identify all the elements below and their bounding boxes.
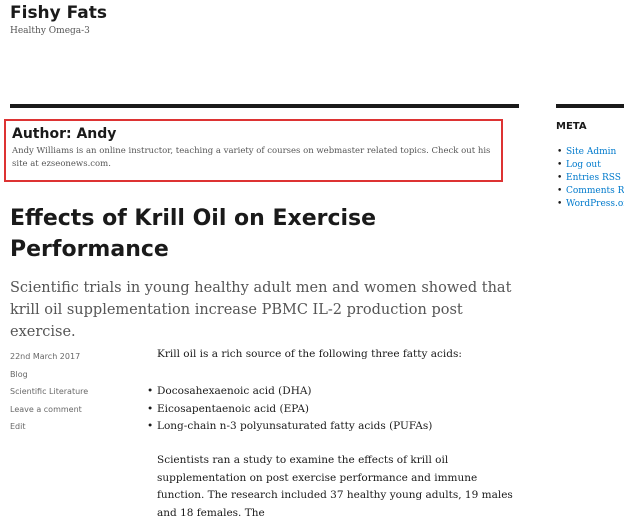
post-intro: Krill oil is a rich source of the follow…: [157, 348, 462, 360]
sidebar-link[interactable]: Site Admin: [566, 147, 617, 157]
post-meta: 22nd March 2017 Blog Scientific Literature…: [10, 348, 88, 436]
post-paragraph: Scientists ran a study to examine the ef…: [157, 454, 513, 519]
author-box: Author: Andy Andy Williams is an online …: [4, 119, 503, 182]
post-meta-link[interactable]: Scientific Literature: [10, 387, 89, 396]
post-meta-link-item: Edit: [10, 418, 88, 436]
list-text: Eicosapentaenoic acid (EPA): [157, 402, 310, 415]
post-meta-link[interactable]: Edit: [10, 422, 26, 431]
sidebar-link[interactable]: WordPress.org: [566, 199, 624, 209]
sidebar-link-item: Comments RSS: [557, 185, 624, 198]
site-title[interactable]: Fishy Fats: [10, 3, 107, 23]
sidebar-rule: [556, 104, 624, 108]
post-title[interactable]: Effects of Krill Oil on Exercise Perform…: [10, 206, 377, 262]
list-text: Docosahexaenoic acid (DHA): [157, 385, 312, 397]
list-text-item: Long-chain n-3 polyunsaturated fatty aci…: [147, 418, 433, 436]
sidebar-link[interactable]: Log out: [566, 160, 601, 170]
author-heading: Author: Andy: [12, 126, 117, 142]
post-meta-link-item: Leave a comment: [10, 401, 88, 419]
fatty-acid-list: Docosahexaenoic acid (DHA) Eicosapentaeno…: [147, 383, 433, 436]
sidebar-link-item: Site Admin: [557, 146, 624, 159]
post-meta-link-item: Scientific Literature: [10, 383, 88, 401]
post-meta-link-item: 22nd March 2017: [10, 348, 88, 366]
list-text-item: Docosahexaenoic acid (DHA): [147, 383, 432, 401]
sidebar-link-item: WordPress.org: [557, 198, 624, 211]
sidebar-link-item: Log out: [557, 159, 624, 172]
list-text-item: Eicosapentaenoic acid (EPA): [147, 401, 432, 419]
post-meta-link[interactable]: 22nd March 2017: [10, 352, 81, 361]
author-bio: Andy Williams is an online instructor, t…: [12, 146, 491, 169]
page: Fishy Fats {"site": {"title": "Fishy Fat…: [0, 0, 624, 508]
sidebar-link[interactable]: Entries RSS: [566, 173, 621, 183]
sidebar-heading: META: [556, 121, 587, 132]
post-meta-link[interactable]: Blog: [10, 369, 28, 379]
sidebar-links: Site Admin Log out Entries RSS Comments RSS…: [557, 146, 624, 211]
site-tagline: Healthy Omega-3: [10, 26, 90, 36]
post-meta-link-item: Blog: [10, 366, 88, 384]
post-meta-link[interactable]: Leave a comment: [10, 404, 82, 414]
sidebar-link[interactable]: Comments RSS: [566, 186, 624, 196]
page-body: Fishy Fats Healthy Omega-3 Author: Andy …: [0, 0, 624, 508]
post-excerpt: Scientific trials in young healthy adult…: [10, 280, 512, 340]
list-text: Long-chain n-3 polyunsaturated fatty aci…: [157, 420, 433, 432]
content-rule: [10, 104, 519, 108]
sidebar-link-item: Entries RSS: [557, 172, 624, 185]
